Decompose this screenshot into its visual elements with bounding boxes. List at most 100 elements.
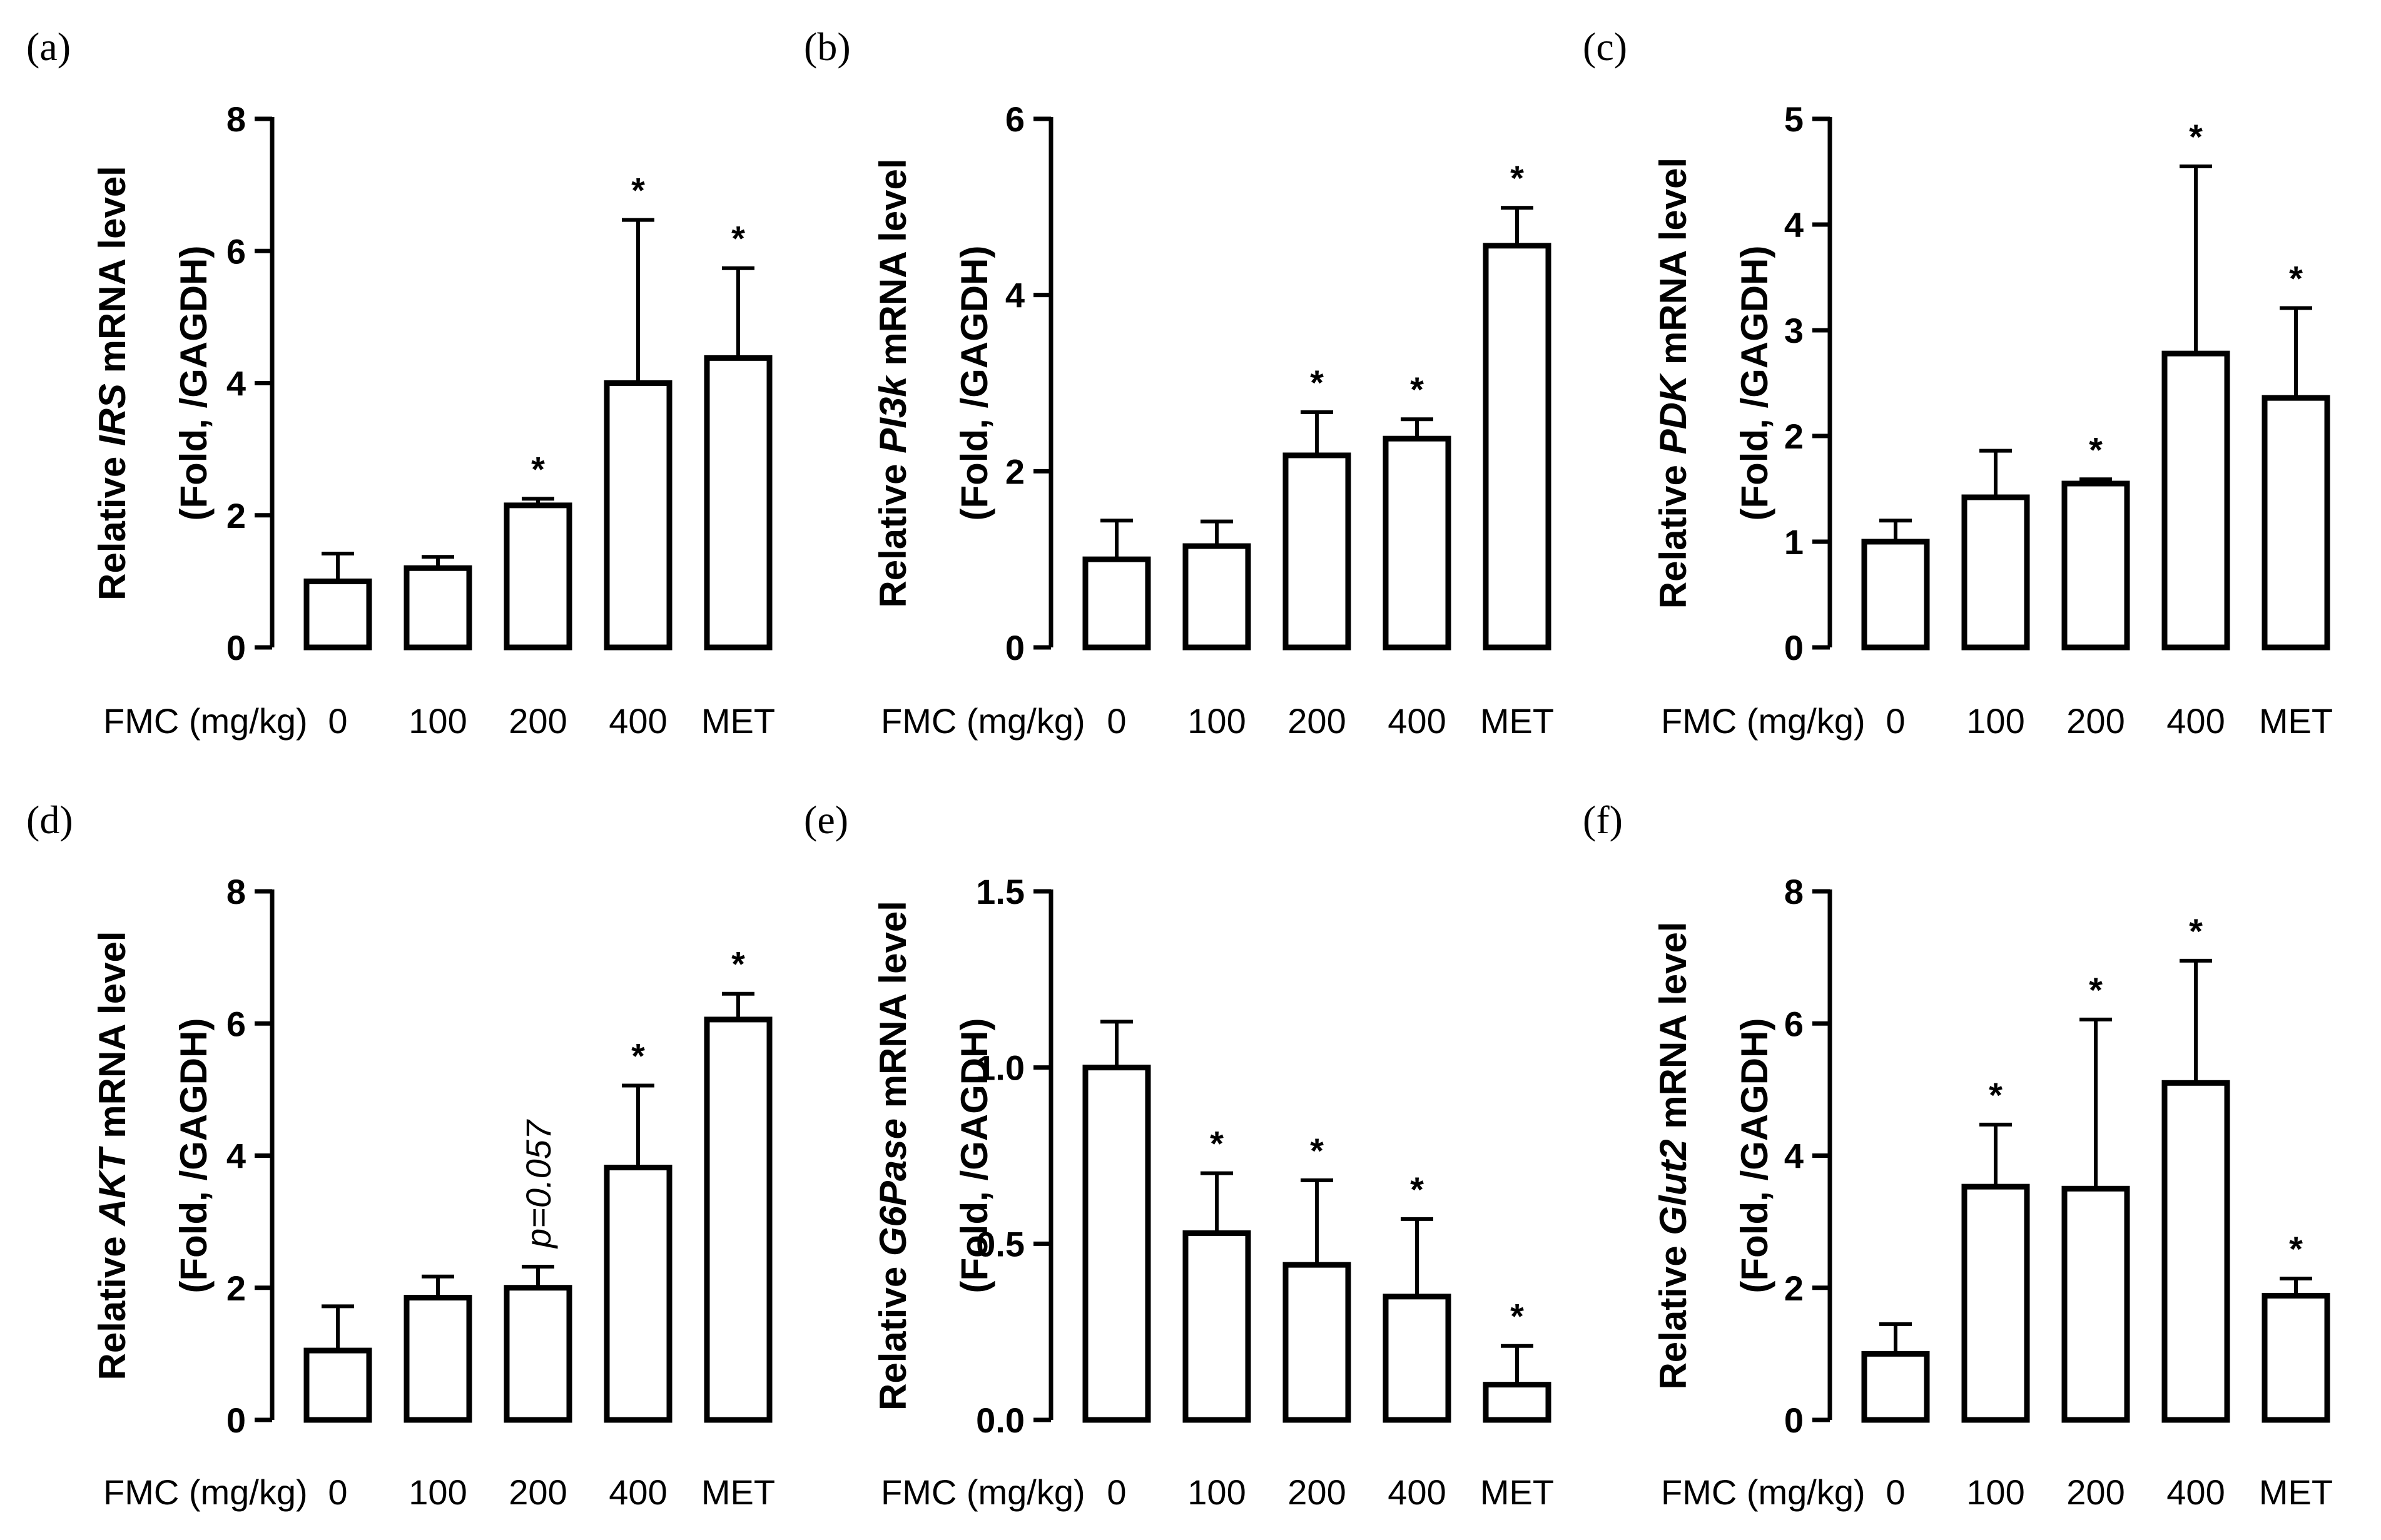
chart-panel-2: (b) 0 2 4 6 Relative PI3k mRNA level (Fold, /G… (804, 24, 1554, 741)
y-axis-label-suffix: mRNA level (91, 166, 133, 383)
x-axis-label: FMC (mg/kg) (881, 1472, 1085, 1512)
category-label: 400 (2166, 1472, 2225, 1512)
x-axis-label: FMC (mg/kg) (1661, 701, 1866, 741)
category-label: 100 (409, 701, 467, 741)
bar (604, 380, 673, 651)
category-label: 200 (2066, 701, 2125, 741)
x-axis-label: FMC (mg/kg) (1661, 1472, 1866, 1512)
y-tick-label: 6 (1784, 1004, 1804, 1043)
y-axis-label: Relative AKT mRNA level (91, 931, 133, 1380)
chart-panel-3: (c) 0 1 2 3 4 5 Relative PDK mRNA level (Fold, /… (1583, 24, 2333, 741)
y-axis-label-line2: (Fold, /GAGDH) (1734, 246, 1775, 521)
panel-label: (a) (26, 24, 71, 69)
x-axis-label: FMC (mg/kg) (103, 1472, 308, 1512)
significance-mark: * (1410, 370, 1424, 409)
y-axis-label: Relative PI3k mRNA level (872, 158, 914, 607)
y-tick-label: 1.0 (976, 1048, 1025, 1088)
category-label: 0 (328, 1472, 347, 1512)
significance-mark: * (2089, 430, 2103, 469)
category-label: 200 (509, 701, 567, 741)
y-axis-label-prefix: Relative (872, 453, 914, 608)
category-label: 400 (1388, 1472, 1446, 1512)
y-axis-label-suffix: mRNA level (91, 931, 133, 1148)
y-axis-label-suffix: mRNA level (1652, 158, 1694, 375)
category-label: 400 (2166, 701, 2225, 741)
panel-label: (f) (1583, 798, 1623, 842)
y-tick-label: 6 (226, 231, 246, 271)
chart-panel-1: (a) 0 2 4 6 8 Relative IRS mRNA level (Fold, /G… (26, 24, 775, 741)
x-axis-label: FMC (mg/kg) (103, 701, 308, 741)
bar (1282, 452, 1351, 651)
bar (404, 565, 472, 651)
bar (2161, 350, 2230, 651)
bar (1861, 539, 1930, 651)
panel-label: (b) (804, 24, 851, 69)
y-axis-label-suffix: mRNA level (872, 901, 914, 1118)
bar (1961, 494, 2030, 651)
y-axis-label-line2: (Fold, /GAGDH) (1734, 1018, 1775, 1294)
significance-mark: * (1310, 1131, 1324, 1170)
y-axis-label-gene: IRS (91, 383, 133, 446)
category-label: 400 (609, 701, 667, 741)
y-tick-label: 8 (1784, 872, 1804, 911)
y-tick-label: 4 (1005, 276, 1025, 315)
category-label: 100 (1966, 1472, 2024, 1512)
y-axis-label-suffix: mRNA level (872, 158, 914, 376)
significance-mark: * (1410, 1170, 1424, 1209)
y-axis-label: Relative G6Pase mRNA level (872, 901, 914, 1411)
category-label: 400 (609, 1472, 667, 1512)
category-label: 200 (1287, 701, 1346, 741)
y-axis-label: Relative PDK mRNA level (1652, 158, 1694, 609)
category-label: MET (701, 1472, 775, 1512)
x-axis-label: FMC (mg/kg) (881, 701, 1085, 741)
bar (1383, 1294, 1451, 1423)
category-label: 100 (1966, 701, 2024, 741)
y-tick-label: 4 (1784, 1137, 1804, 1176)
y-axis-label-gene: PI3k (872, 375, 914, 453)
category-label: 200 (509, 1472, 567, 1512)
y-tick-label: 8 (226, 99, 246, 139)
category-label: MET (701, 701, 775, 741)
bar (404, 1295, 472, 1423)
y-tick-label: 1.5 (976, 872, 1025, 911)
category-label: 100 (409, 1472, 467, 1512)
chart-panel-6: (f) 0 2 4 6 8 Relative Glut2 mRNA level (Fold, … (1583, 798, 2333, 1512)
y-axis-label-prefix: Relative (1652, 454, 1694, 609)
category-label: 0 (1107, 1472, 1126, 1512)
bar (1483, 243, 1551, 651)
y-tick-label: 2 (1005, 452, 1025, 491)
category-label: 200 (2066, 1472, 2125, 1512)
y-axis-label-suffix: mRNA level (1652, 921, 1694, 1139)
y-tick-label: 0 (1784, 1401, 1804, 1440)
y-tick-label: 0 (1784, 628, 1804, 667)
category-label: 0 (328, 701, 347, 741)
y-axis-label-line2: (Fold, /GAGDH) (173, 1018, 215, 1294)
significance-mark: * (731, 219, 745, 258)
y-axis-label-prefix: Relative (91, 1226, 133, 1380)
bar (1483, 1382, 1551, 1423)
panel-label: (d) (26, 798, 73, 842)
y-tick-label: 8 (226, 872, 246, 911)
y-tick-label: 0.5 (976, 1224, 1025, 1264)
significance-mark: * (531, 449, 545, 489)
bar (604, 1165, 673, 1423)
significance-mark: * (1310, 363, 1324, 402)
significance-mark: * (2189, 117, 2203, 156)
y-axis-label-line2: (Fold, /GAGDH) (173, 246, 215, 521)
bar (2061, 480, 2130, 651)
category-label: 0 (1886, 1472, 1905, 1512)
y-axis-label-gene: G6Pase (872, 1118, 914, 1256)
bar (1383, 435, 1451, 651)
significance-mark: * (1510, 1297, 1524, 1336)
y-axis-label-prefix: Relative (872, 1256, 914, 1411)
bar (1961, 1183, 2030, 1423)
bar (1861, 1350, 1930, 1423)
category-label: 200 (1287, 1472, 1346, 1512)
bar (1282, 1262, 1351, 1423)
bar (2262, 395, 2330, 651)
bar (1082, 1065, 1151, 1423)
y-axis-label-prefix: Relative (1652, 1235, 1694, 1390)
y-axis-label: Relative IRS mRNA level (91, 166, 133, 600)
category-label: MET (1480, 1472, 1554, 1512)
y-axis-label-prefix: Relative (91, 446, 133, 600)
